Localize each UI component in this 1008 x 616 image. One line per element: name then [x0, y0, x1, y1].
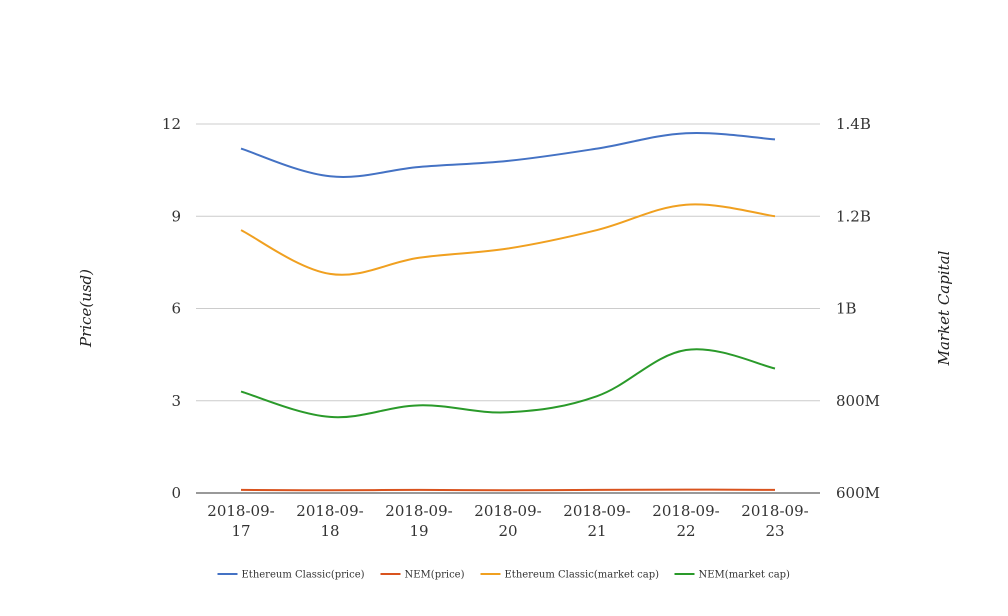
y-right-tick-label: 1.4B	[836, 115, 871, 133]
x-tick-label: 2018-09-22	[652, 502, 719, 540]
y-right-tick-label: 800M	[836, 392, 880, 410]
y-right-tick-label: 1B	[836, 300, 857, 318]
legend-item-nem-market-cap[interactable]: NEM(market cap)	[674, 570, 791, 581]
x-tick-label: 2018-09-18	[296, 502, 363, 540]
legend-item-ethereum-classic-price[interactable]: Ethereum Classic(price)	[217, 570, 365, 581]
y-left-tick-label: 6	[171, 300, 181, 318]
y-axis-left-title: Price(usd)	[77, 269, 95, 348]
grid-layer	[196, 123, 820, 402]
series-layer	[240, 131, 776, 492]
legend-label: NEM(price)	[405, 570, 465, 581]
x-tick-label: 2018-09-17	[207, 502, 274, 540]
legend: Ethereum Classic(price) NEM(price) Ethereu…	[217, 570, 791, 581]
x-tick-label: 2018-09-20	[474, 502, 541, 540]
x-tick-label: 2018-09-23	[741, 502, 808, 540]
y-left-tick-label: 0	[171, 484, 181, 502]
legend-item-nem-price[interactable]: NEM(price)	[380, 570, 465, 581]
y-left-tick-label: 12	[162, 115, 181, 133]
y-left-tick-label: 3	[171, 392, 181, 410]
legend-label: Ethereum Classic(price)	[242, 570, 365, 581]
y-right-tick-label: 1.2B	[836, 207, 871, 225]
legend-item-ethereum-classic-market-cap[interactable]: Ethereum Classic(market cap)	[480, 570, 660, 581]
series-line-nem-market-cap	[240, 348, 776, 419]
series-line-ethereum-classic-market-cap	[240, 203, 776, 276]
series-line-ethereum-classic-price	[240, 131, 776, 178]
x-tick-label: 2018-09-21	[563, 502, 630, 540]
y-axis-right-title: Market Capital	[935, 250, 953, 366]
legend-label: NEM(market cap)	[699, 570, 791, 581]
y-left-tick-label: 9	[171, 207, 181, 225]
y-right-tick-label: 600M	[836, 484, 880, 502]
legend-label: Ethereum Classic(market cap)	[505, 570, 660, 581]
x-tick-label: 2018-09-19	[385, 502, 452, 540]
series-line-nem-price	[240, 488, 776, 492]
axis-layer: 0 600M 3 800M 6 1B 9 1.2B 12 1.4B 2018-09-17 2018-0…	[162, 115, 880, 540]
